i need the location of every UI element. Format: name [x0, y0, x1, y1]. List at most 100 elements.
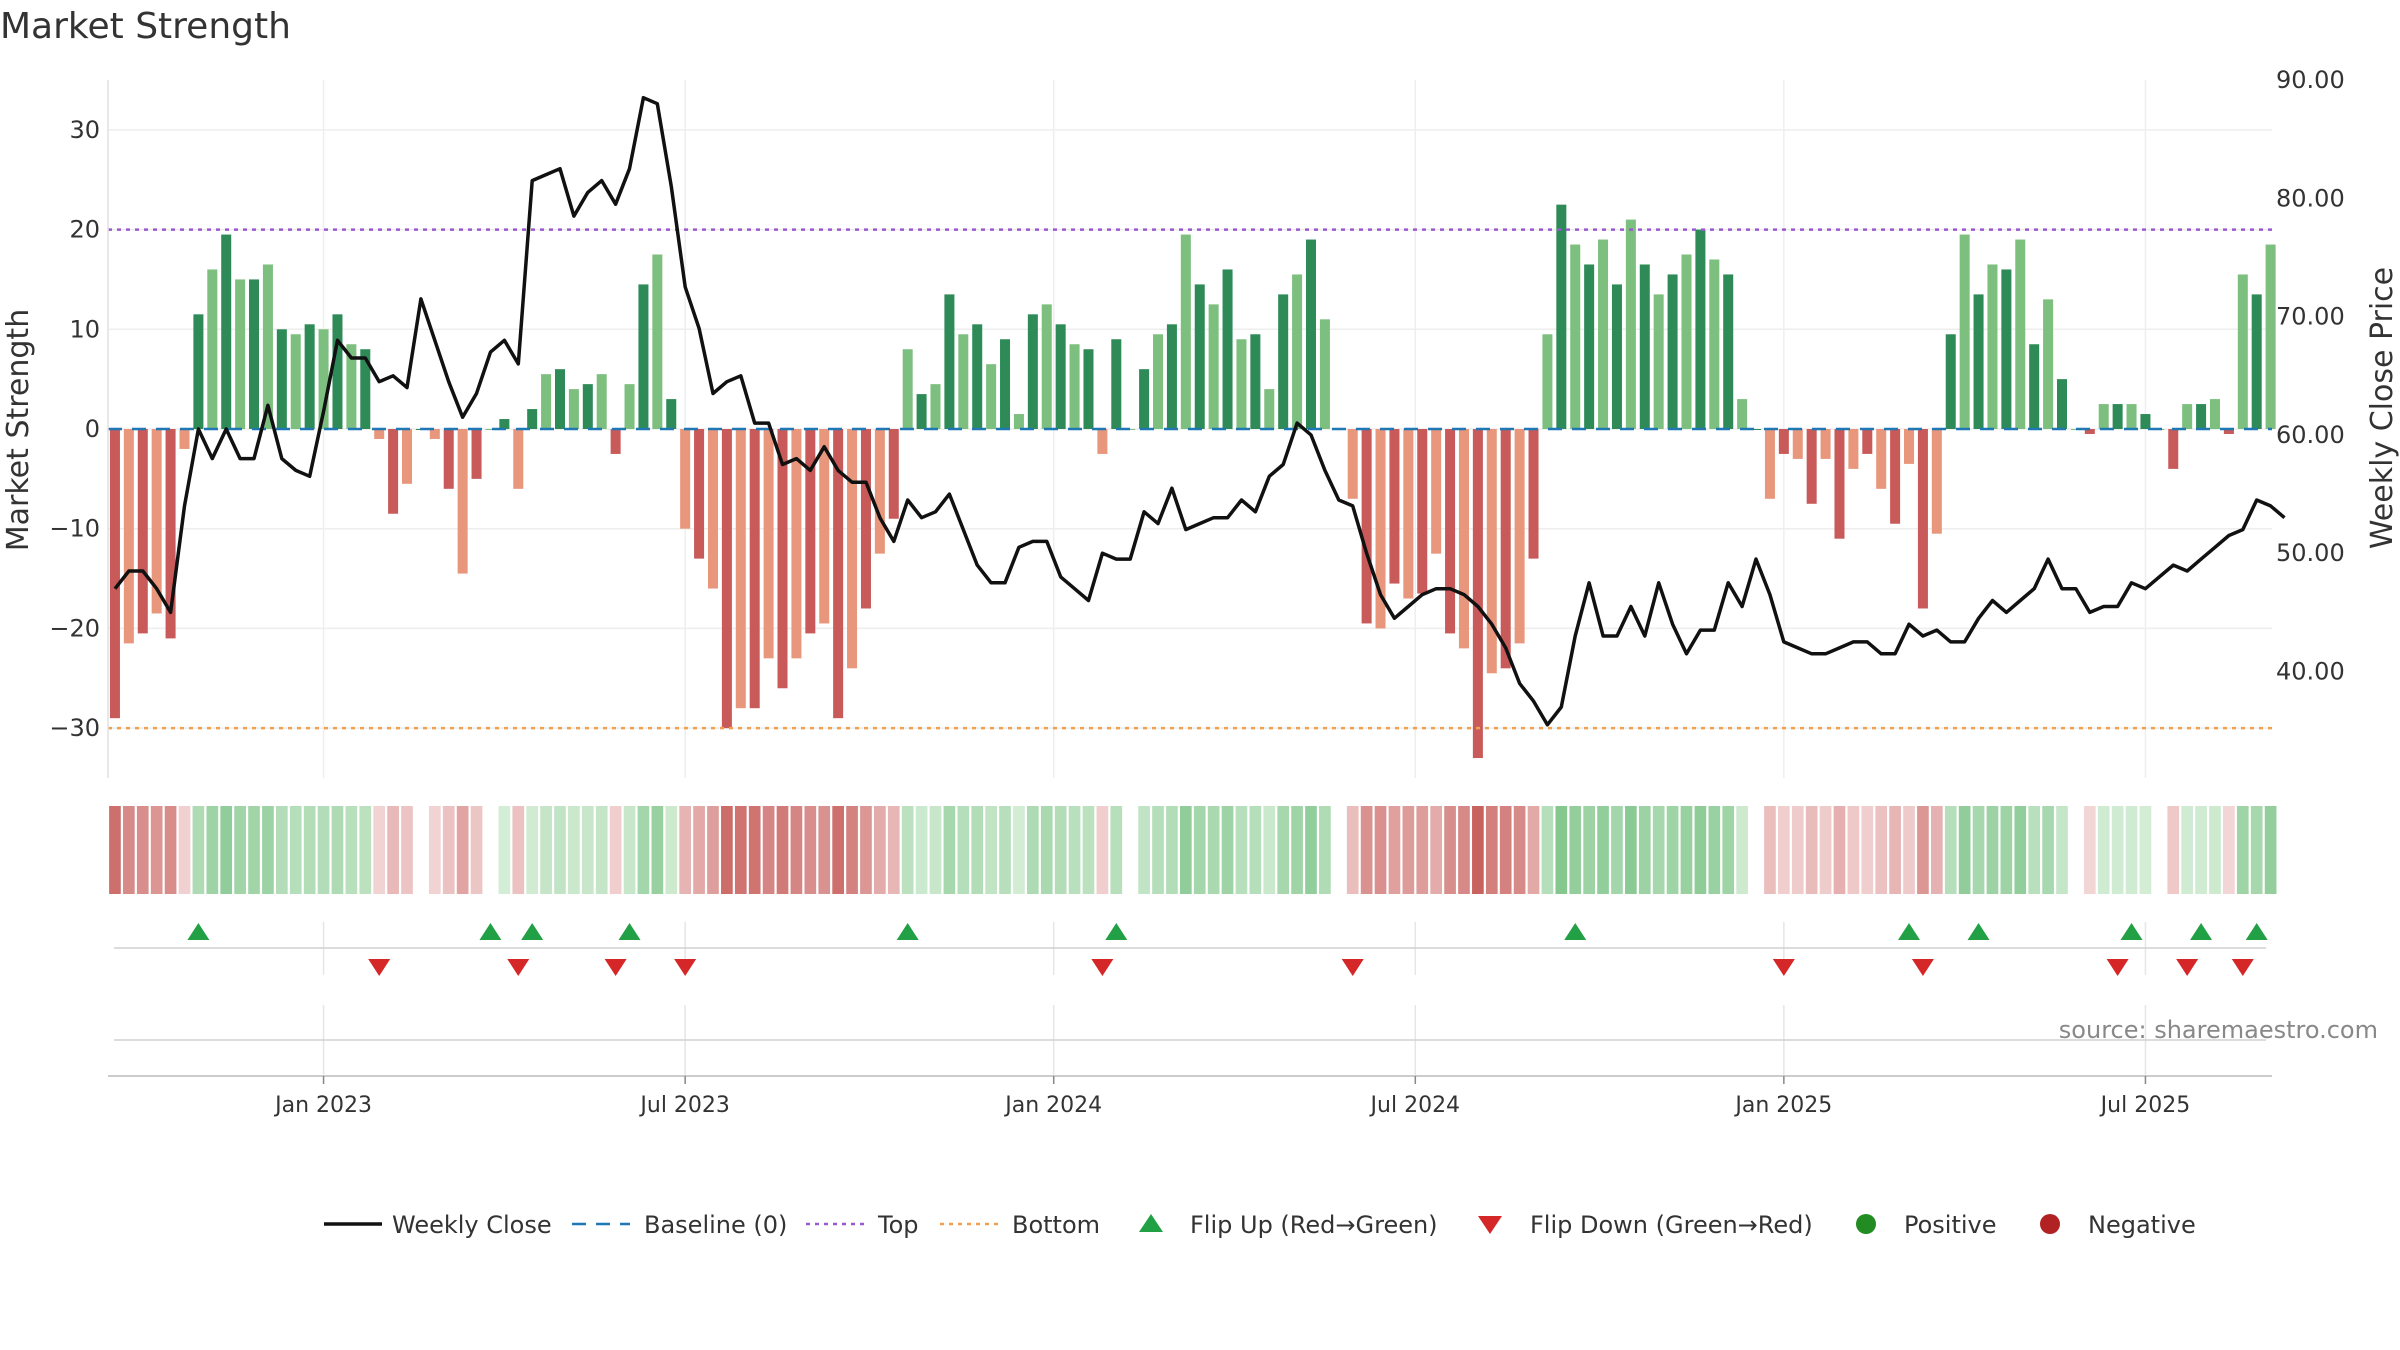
strength-bar — [1431, 429, 1442, 554]
strength-heat-cell — [679, 806, 692, 894]
strength-bar — [360, 349, 371, 429]
strength-heat-cell — [1847, 806, 1860, 894]
y-left-tick-label: −30 — [49, 714, 100, 742]
strength-bar — [1542, 334, 1553, 429]
strength-heat-cell — [1235, 806, 1248, 894]
strength-heat-cell — [484, 806, 497, 894]
strength-bar — [527, 409, 538, 429]
strength-bar — [2029, 344, 2040, 429]
strength-bar — [1264, 389, 1275, 429]
strength-bar — [346, 344, 357, 429]
strength-heat-cell — [345, 806, 358, 894]
strength-heat-cell — [915, 806, 928, 894]
y-right-tick-label: 90.00 — [2276, 66, 2345, 94]
strength-bar — [2196, 404, 2207, 429]
strength-bar — [1987, 264, 1998, 429]
legend-flip-down-swatch — [1478, 1216, 1502, 1234]
strength-bar — [735, 429, 746, 709]
strength-bar — [2223, 429, 2234, 434]
strength-heat-cell — [428, 806, 441, 894]
strength-bar — [1111, 339, 1122, 429]
strength-heat-cell — [1625, 806, 1637, 894]
strength-bar — [443, 429, 454, 489]
strength-heat-cell — [943, 806, 956, 894]
strength-bar — [1027, 314, 1038, 429]
strength-bar — [1041, 304, 1052, 429]
strength-bar — [819, 429, 830, 624]
strength-heat-cell — [2083, 806, 2096, 894]
weekly-close-line-group — [113, 95, 2286, 727]
strength-heat-cell — [1513, 806, 1526, 894]
strength-heat-cell — [762, 806, 775, 894]
strength-bar — [1834, 429, 1845, 539]
legend-positive-swatch — [1856, 1214, 1876, 1234]
strength-bar — [652, 254, 663, 429]
strength-heat-cell — [1430, 806, 1443, 894]
strength-bar — [1959, 234, 1970, 429]
flip-up-marker — [618, 923, 641, 940]
strength-bar — [2251, 294, 2262, 429]
strength-heat-cell — [1360, 806, 1373, 894]
strength-heat-cell — [1249, 806, 1262, 894]
flip-up-marker — [479, 923, 502, 940]
strength-heat-cell — [1096, 806, 1109, 894]
strength-heat-cell — [1027, 806, 1039, 894]
strength-bar — [568, 389, 579, 429]
strength-heat-cell — [2223, 806, 2235, 894]
strength-bar — [1445, 429, 1456, 634]
strength-bar — [707, 429, 718, 589]
strength-heat-cell — [999, 806, 1011, 894]
strength-bar — [1055, 324, 1066, 429]
strength-heat-cell — [1485, 806, 1498, 894]
strength-bar — [1625, 219, 1636, 429]
strength-heat-cell — [1764, 806, 1776, 894]
strength-heat-cell — [1054, 806, 1067, 894]
flip-up-marker — [187, 923, 210, 940]
strength-heat-cell — [748, 806, 761, 894]
strength-heat-cell — [595, 806, 608, 894]
strength-heat-cell — [109, 806, 121, 894]
strength-bar — [1166, 324, 1177, 429]
strength-heat-cell — [2167, 806, 2180, 894]
strength-bar — [374, 429, 385, 439]
y-left-tick-label: −10 — [49, 515, 100, 543]
flip-up-marker — [1898, 923, 1921, 940]
strength-bar — [1778, 429, 1789, 454]
strength-heat-cell — [1708, 806, 1721, 894]
strength-heat-cell — [2000, 806, 2013, 894]
strength-heat-cell — [2042, 806, 2054, 894]
strength-heat-cell — [1472, 806, 1484, 894]
strength-heat-cell — [846, 806, 858, 894]
strength-bar — [694, 429, 705, 559]
strength-bar — [638, 284, 649, 429]
strength-bar — [1876, 429, 1887, 489]
strength-heat-cell — [1680, 806, 1693, 894]
strength-heat-cell — [178, 806, 191, 894]
strength-bar — [1848, 429, 1859, 469]
strength-bar — [457, 429, 468, 574]
strength-bar — [1139, 369, 1150, 429]
strength-heat-cell — [2209, 806, 2221, 894]
x-tick-label: Jul 2025 — [2099, 1093, 2191, 1118]
strength-bar — [1667, 274, 1678, 429]
strength-heat-cell — [234, 806, 246, 894]
strength-bar — [1180, 234, 1191, 429]
y-right-tick-label: 50.00 — [2276, 539, 2345, 567]
y-left-tick-label: 20 — [69, 216, 100, 244]
strength-bar — [1013, 414, 1024, 429]
strength-heat-cell — [1277, 806, 1290, 894]
strength-heat-cell — [1903, 806, 1915, 894]
strength-bar — [499, 419, 510, 429]
strength-heat-cell — [2028, 806, 2041, 894]
strength-heat-cell — [2070, 806, 2082, 894]
strength-heat-cell — [1944, 806, 1957, 894]
strength-heat-cell — [1861, 806, 1874, 894]
strength-bar — [1083, 349, 1094, 429]
strength-bar — [471, 429, 482, 479]
strength-heat-cell — [2181, 806, 2194, 894]
strength-heat-cell — [1207, 806, 1220, 894]
strength-bar — [1292, 274, 1303, 429]
strength-bar — [2084, 429, 2095, 434]
strength-bar — [1862, 429, 1873, 454]
strength-heat-cell — [359, 806, 372, 894]
